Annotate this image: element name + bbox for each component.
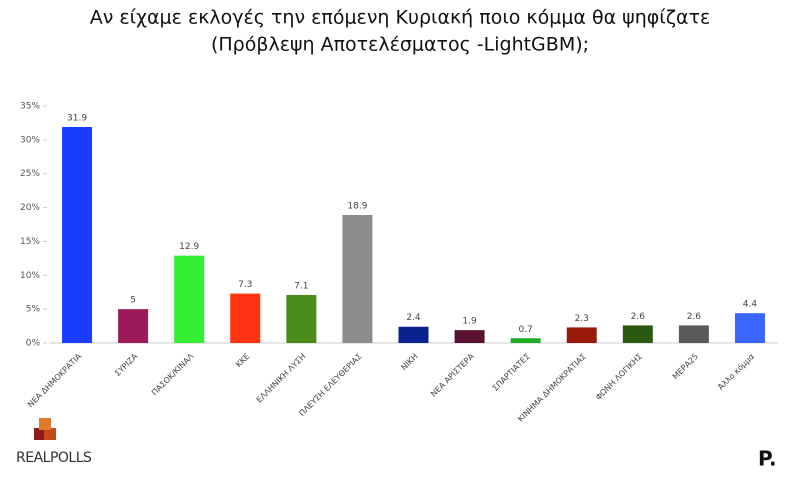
x-tick-label: ΜΕΡΑ25 — [671, 352, 700, 381]
x-tick-label: Άλλο κόμμα — [715, 351, 756, 392]
bar — [454, 330, 485, 343]
logo-right: P. — [758, 447, 777, 471]
bar — [286, 294, 317, 343]
bar — [342, 215, 373, 343]
y-tick-label: 20% — [20, 203, 40, 213]
logo-left: REALPOLLS — [16, 450, 92, 466]
x-tick-label: ΝΕΑ ΔΗΜΟΚΡΑΤΙΑ — [26, 351, 84, 409]
y-tick-label: 15% — [20, 237, 40, 247]
value-label: 7.1 — [294, 281, 308, 291]
bar — [622, 325, 653, 343]
value-label: 2.3 — [575, 314, 589, 324]
x-tick-label: ΝΕΑ ΑΡΙΣΤΕΡΑ — [429, 351, 476, 398]
x-tick-label: ΝΙΚΗ — [399, 352, 419, 372]
bar — [230, 293, 261, 343]
y-tick-label: 10% — [20, 271, 40, 281]
bar — [678, 325, 709, 343]
value-label: 2.6 — [631, 312, 646, 322]
bar — [566, 327, 597, 343]
logo-icon — [34, 418, 56, 440]
bar — [510, 338, 541, 343]
y-tick-label: 30% — [20, 135, 40, 145]
value-label: 2.6 — [687, 312, 702, 322]
x-tick-label: ΦΩΝΗ ΛΟΓΙΚΗΣ — [594, 352, 644, 402]
x-tick-label: ΠΑΣΟΚ/ΚΙΝΑΛ — [150, 351, 196, 397]
y-tick-label: 25% — [20, 169, 40, 179]
value-label: 18.9 — [347, 202, 367, 212]
value-label: 0.7 — [518, 325, 532, 335]
y-tick-label: 35% — [20, 102, 40, 112]
value-label: 12.9 — [179, 242, 199, 252]
x-tick-label: ΚΚΕ — [234, 352, 251, 369]
x-tick-label: ΠΛΕΥΣΗ ΕΛΕΥΘΕΡΙΑΣ — [297, 352, 363, 418]
value-label: 1.9 — [462, 317, 477, 327]
x-tick-label: ΣΥΡΙΖΑ — [113, 351, 140, 378]
bar — [62, 126, 93, 344]
value-label: 5 — [130, 296, 136, 306]
y-tick-label: 0% — [26, 339, 41, 349]
value-label: 31.9 — [67, 113, 87, 123]
x-tick-label: ΕΛΛΗΝΙΚΗ ΛΥΣΗ — [255, 352, 308, 405]
bar — [118, 309, 149, 343]
x-tick-label: ΣΠΑΡΤΙΑΤΕΣ — [491, 352, 532, 393]
bar — [398, 326, 429, 343]
y-tick-label: 5% — [26, 305, 41, 315]
value-label: 7.3 — [238, 280, 252, 290]
value-label: 2.4 — [406, 313, 421, 323]
value-label: 4.4 — [743, 300, 758, 310]
bar — [174, 255, 205, 343]
chart-title: Αν είχαμε εκλογές την επόμενη Κυριακή πο… — [90, 7, 711, 29]
bar — [734, 313, 765, 343]
chart-title: (Πρόβλεψη Αποτελέσματος -LightGBM); — [211, 34, 589, 56]
